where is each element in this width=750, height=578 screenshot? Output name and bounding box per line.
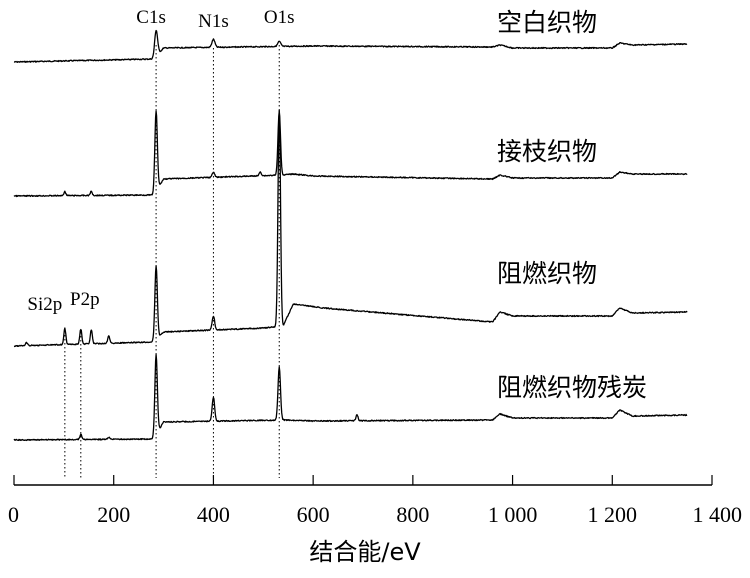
spectra-group: [13, 29, 688, 442]
spectrum-line: [13, 110, 688, 198]
x-tick-label: 600: [297, 502, 330, 527]
series-label: 阻燃织物: [497, 259, 597, 288]
peak-labels: C1s N1s O1s Si2p P2p: [27, 7, 294, 315]
peak-label: Si2p: [27, 294, 62, 315]
series-label: 阻燃织物残炭: [497, 373, 647, 402]
peak-guide-lines: [64, 45, 280, 478]
x-tick-label: 800: [396, 502, 429, 527]
x-tick-label: 1 000: [488, 502, 538, 527]
spectrum-line: [13, 29, 688, 63]
peak-label: C1s: [136, 7, 166, 28]
x-tick-label: 400: [197, 502, 230, 527]
spectrum-line: [13, 109, 688, 348]
spectrum-line: [13, 353, 688, 442]
peak-label: N1s: [198, 11, 229, 32]
peak-label: O1s: [264, 7, 295, 28]
series-label: 接枝织物: [497, 137, 597, 166]
x-tick-label: 0: [8, 502, 19, 527]
x-axis: 0 200 400 600 800 1 000 1 200 1 400: [8, 475, 742, 527]
x-tick-label: 1 200: [588, 502, 638, 527]
x-tick-label: 1 400: [693, 502, 743, 527]
x-axis-title: 结合能/eV: [309, 538, 421, 566]
series-label: 空白织物: [497, 8, 597, 37]
x-tick-label: 200: [97, 502, 130, 527]
peak-label: P2p: [70, 289, 100, 310]
